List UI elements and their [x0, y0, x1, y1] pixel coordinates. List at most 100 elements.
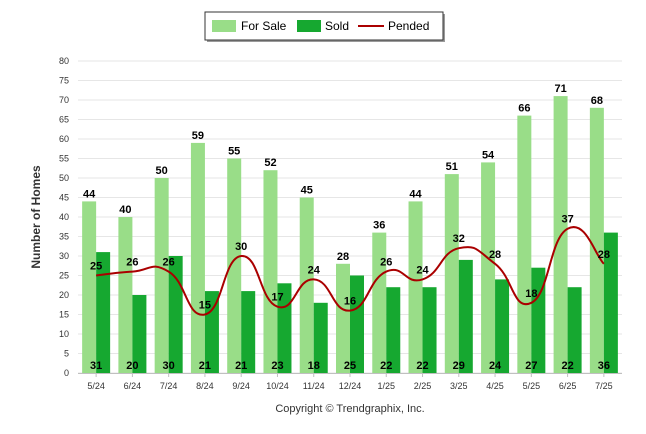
bar-sold — [96, 252, 111, 373]
legend-box — [204, 11, 444, 41]
data-label-for-sale: 36 — [373, 220, 385, 232]
data-label-pended: 18 — [525, 288, 537, 300]
data-label-pended: 37 — [561, 214, 573, 226]
bar-sold — [241, 291, 256, 373]
data-label-for-sale: 51 — [446, 161, 458, 173]
data-label-sold: 27 — [525, 360, 537, 372]
y-tick-label: 70 — [59, 95, 69, 105]
legend-label-sold: Sold — [325, 19, 349, 33]
x-tick-label: 5/25 — [523, 381, 541, 391]
bar-for-sale — [190, 142, 205, 373]
data-label-for-sale: 50 — [156, 165, 168, 177]
data-label-pended: 28 — [489, 249, 501, 261]
x-tick-label: 10/24 — [266, 381, 289, 391]
data-label-for-sale: 68 — [591, 95, 603, 107]
x-tick-label: 7/25 — [595, 381, 613, 391]
x-tick-label: 7/24 — [160, 381, 178, 391]
x-tick-label: 3/25 — [450, 381, 468, 391]
data-label-for-sale: 71 — [554, 83, 566, 95]
data-labels: 44 31 40 20 50 30 59 21 55 21 52 23 45 18 28 25 36 22 44 22… — [83, 83, 610, 372]
bar-for-sale — [227, 158, 242, 373]
bar-for-sale — [372, 232, 387, 373]
data-label-for-sale: 55 — [228, 146, 240, 158]
y-tick-label: 40 — [59, 212, 69, 222]
data-label-for-sale: 28 — [337, 251, 349, 263]
bar-sold — [386, 287, 401, 373]
y-tick-label: 20 — [59, 290, 69, 300]
data-label-pended: 17 — [271, 292, 283, 304]
y-tick-label: 80 — [59, 56, 69, 66]
bar-for-sale — [444, 174, 459, 373]
bar-for-sale — [154, 178, 169, 373]
data-label-sold: 21 — [235, 360, 247, 372]
data-label-pended: 24 — [308, 264, 321, 276]
data-label-for-sale: 54 — [482, 149, 495, 161]
y-tick-label: 75 — [59, 76, 69, 86]
y-axis: 0 5 10 15 20 25 30 35 40 45 50 55 60 65 70 75 80 — [59, 56, 69, 378]
data-label-pended: 32 — [453, 233, 465, 245]
bar-sold — [204, 291, 219, 373]
data-label-sold: 29 — [453, 360, 465, 372]
bar-for-sale — [481, 162, 496, 373]
data-label-pended: 24 — [416, 264, 429, 276]
data-label-sold: 21 — [199, 360, 211, 372]
data-label-sold: 36 — [598, 360, 610, 372]
bar-for-sale — [118, 217, 133, 373]
x-tick-label: 9/24 — [232, 381, 250, 391]
data-label-pended: 26 — [126, 257, 138, 269]
data-label-sold: 31 — [90, 360, 102, 372]
legend: For Sale Sold Pended — [204, 11, 445, 42]
data-label-sold: 22 — [561, 360, 573, 372]
bar-sold — [458, 259, 473, 373]
y-tick-label: 55 — [59, 154, 69, 164]
bar-sold — [495, 279, 510, 373]
y-tick-label: 45 — [59, 193, 69, 203]
y-tick-label: 25 — [59, 271, 69, 281]
data-label-pended: 26 — [163, 257, 175, 269]
legend-label-for-sale: For Sale — [241, 19, 287, 33]
data-label-pended: 16 — [344, 296, 356, 308]
bar-for-sale — [408, 201, 423, 373]
x-tick-label: 4/25 — [486, 381, 504, 391]
bar-sold — [132, 295, 147, 373]
x-tick-label: 2/25 — [414, 381, 432, 391]
bar-for-sale — [299, 197, 314, 373]
y-tick-label: 60 — [59, 134, 69, 144]
series-line-pended — [96, 226, 605, 316]
bar-sold — [567, 287, 582, 373]
data-label-for-sale: 44 — [83, 188, 96, 200]
y-tick-label: 50 — [59, 173, 69, 183]
bars — [82, 96, 618, 374]
legend-swatch-for-sale — [212, 20, 236, 32]
data-label-sold: 22 — [416, 360, 428, 372]
x-tick-label: 8/24 — [196, 381, 214, 391]
x-tick-label: 5/24 — [87, 381, 105, 391]
data-label-for-sale: 40 — [119, 204, 131, 216]
legend-label-pended: Pended — [388, 19, 429, 33]
x-tick-label: 1/25 — [378, 381, 396, 391]
y-tick-label: 10 — [59, 329, 69, 339]
data-label-sold: 25 — [344, 360, 356, 372]
x-tick-label: 12/24 — [339, 381, 362, 391]
data-label-for-sale: 59 — [192, 130, 204, 142]
bar-for-sale — [517, 115, 532, 373]
data-label-sold: 24 — [489, 360, 502, 372]
data-label-pended: 30 — [235, 241, 247, 253]
x-tick-label: 11/24 — [303, 381, 325, 391]
bar-sold — [422, 287, 437, 373]
pended-line — [96, 226, 605, 316]
data-label-for-sale: 52 — [264, 157, 276, 169]
bar-for-sale — [336, 263, 350, 373]
data-label-sold: 22 — [380, 360, 392, 372]
bar-sold — [350, 275, 364, 373]
x-axis: 5/24 6/24 7/24 8/24 9/24 10/24 11/24 12/24 1/25 2… — [78, 373, 622, 391]
data-label-sold: 20 — [126, 360, 138, 372]
y-tick-label: 65 — [59, 115, 69, 125]
bar-sold — [603, 232, 618, 373]
legend-swatch-sold — [297, 20, 321, 32]
data-label-pended: 26 — [380, 257, 392, 269]
y-tick-label: 0 — [64, 368, 69, 378]
data-label-for-sale: 44 — [409, 188, 422, 200]
data-label-sold: 30 — [163, 360, 175, 372]
